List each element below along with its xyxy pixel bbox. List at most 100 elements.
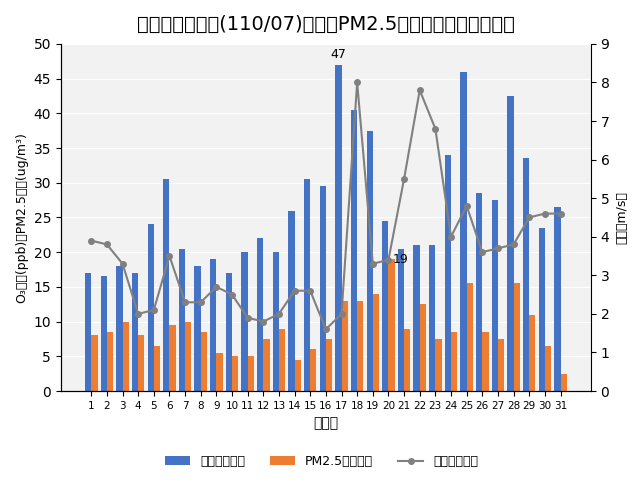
Bar — [232, 356, 239, 391]
Bar — [539, 228, 545, 391]
Bar — [194, 266, 201, 391]
風速日平均值 — [400, 176, 408, 182]
風速日平均值 — [291, 288, 298, 294]
Bar — [335, 65, 341, 391]
Bar — [217, 353, 222, 391]
Bar — [210, 259, 217, 391]
Bar — [429, 245, 435, 391]
Bar — [476, 193, 482, 391]
風速日平均值 — [150, 307, 158, 313]
風速日平均值 — [166, 253, 174, 259]
Bar — [523, 158, 529, 391]
Bar — [420, 304, 426, 391]
Bar — [382, 221, 388, 391]
Bar — [170, 325, 176, 391]
Bar — [445, 155, 451, 391]
Bar — [294, 360, 301, 391]
Bar — [357, 301, 363, 391]
Bar — [514, 284, 520, 391]
風速日平均值 — [369, 261, 377, 267]
Text: 47: 47 — [331, 48, 347, 61]
Bar — [498, 339, 504, 391]
風速日平均值 — [525, 214, 533, 220]
風速日平均值 — [322, 326, 330, 332]
Bar — [529, 315, 536, 391]
風速日平均值 — [119, 261, 127, 267]
Bar — [85, 273, 91, 391]
Bar — [545, 346, 551, 391]
Bar — [404, 329, 410, 391]
風速日平均值 — [244, 315, 251, 320]
Bar — [273, 252, 279, 391]
風速日平均值 — [353, 79, 361, 85]
Bar — [288, 211, 294, 391]
Text: 19: 19 — [393, 253, 409, 266]
Y-axis label: O₃濃度(ppb)、PM2.5濃度(ug/m³): O₃濃度(ppb)、PM2.5濃度(ug/m³) — [15, 132, 28, 303]
風速日平均值 — [259, 318, 267, 324]
Bar — [185, 321, 192, 391]
Bar — [248, 356, 254, 391]
風速日平均值 — [228, 292, 236, 298]
風速日平均值 — [494, 245, 502, 251]
風速日平均值 — [213, 284, 221, 290]
Bar — [201, 332, 207, 391]
Bar — [451, 332, 457, 391]
風速日平均值 — [134, 311, 142, 317]
Bar — [116, 266, 123, 391]
Bar — [263, 339, 269, 391]
Bar — [467, 284, 473, 391]
Bar — [138, 335, 145, 391]
Bar — [373, 294, 379, 391]
Bar — [304, 179, 310, 391]
Bar — [179, 249, 185, 391]
X-axis label: 日　期: 日 期 — [313, 416, 338, 430]
Bar — [435, 339, 442, 391]
Bar — [413, 245, 420, 391]
Bar — [163, 179, 170, 391]
Bar — [351, 110, 357, 391]
Y-axis label: 風速（m/s）: 風速（m/s） — [615, 191, 628, 244]
Bar — [310, 349, 316, 391]
風速日平均值 — [87, 238, 95, 243]
風速日平均值 — [181, 300, 189, 305]
Bar — [561, 374, 566, 391]
Bar — [398, 249, 404, 391]
Bar — [101, 276, 107, 391]
Bar — [279, 329, 285, 391]
Bar — [107, 332, 113, 391]
Bar — [91, 335, 98, 391]
風速日平均值 — [385, 257, 392, 263]
Bar — [554, 207, 561, 391]
風速日平均值 — [338, 311, 345, 317]
Legend: 臭氧日平均值, PM2.5日平均值, 風速日平均值: 臭氧日平均值, PM2.5日平均值, 風速日平均值 — [160, 450, 483, 473]
風速日平均值 — [275, 311, 283, 317]
風速日平均值 — [306, 288, 314, 294]
Title: 環保署線西測站(110/07)臭氧、PM2.5與風速日平均值趨勢圖: 環保署線西測站(110/07)臭氧、PM2.5與風速日平均值趨勢圖 — [137, 15, 515, 34]
Bar — [132, 273, 138, 391]
Bar — [367, 131, 373, 391]
Bar — [241, 252, 248, 391]
風速日平均值 — [510, 242, 518, 247]
Bar — [154, 346, 160, 391]
Line: 風速日平均值: 風速日平均值 — [89, 80, 563, 332]
風速日平均值 — [478, 249, 486, 255]
Bar — [257, 238, 263, 391]
風速日平均值 — [541, 211, 548, 216]
Bar — [147, 225, 154, 391]
Bar — [482, 332, 489, 391]
Bar — [341, 301, 348, 391]
Bar — [492, 200, 498, 391]
Bar — [507, 96, 514, 391]
風速日平均值 — [103, 242, 111, 247]
風速日平均值 — [431, 126, 439, 132]
Bar — [460, 72, 467, 391]
風速日平均值 — [197, 300, 204, 305]
Bar — [320, 186, 326, 391]
Bar — [388, 259, 395, 391]
風速日平均值 — [416, 87, 424, 93]
Bar — [226, 273, 232, 391]
風速日平均值 — [447, 234, 455, 240]
風速日平均值 — [463, 203, 471, 209]
Bar — [326, 339, 332, 391]
風速日平均值 — [557, 211, 565, 216]
